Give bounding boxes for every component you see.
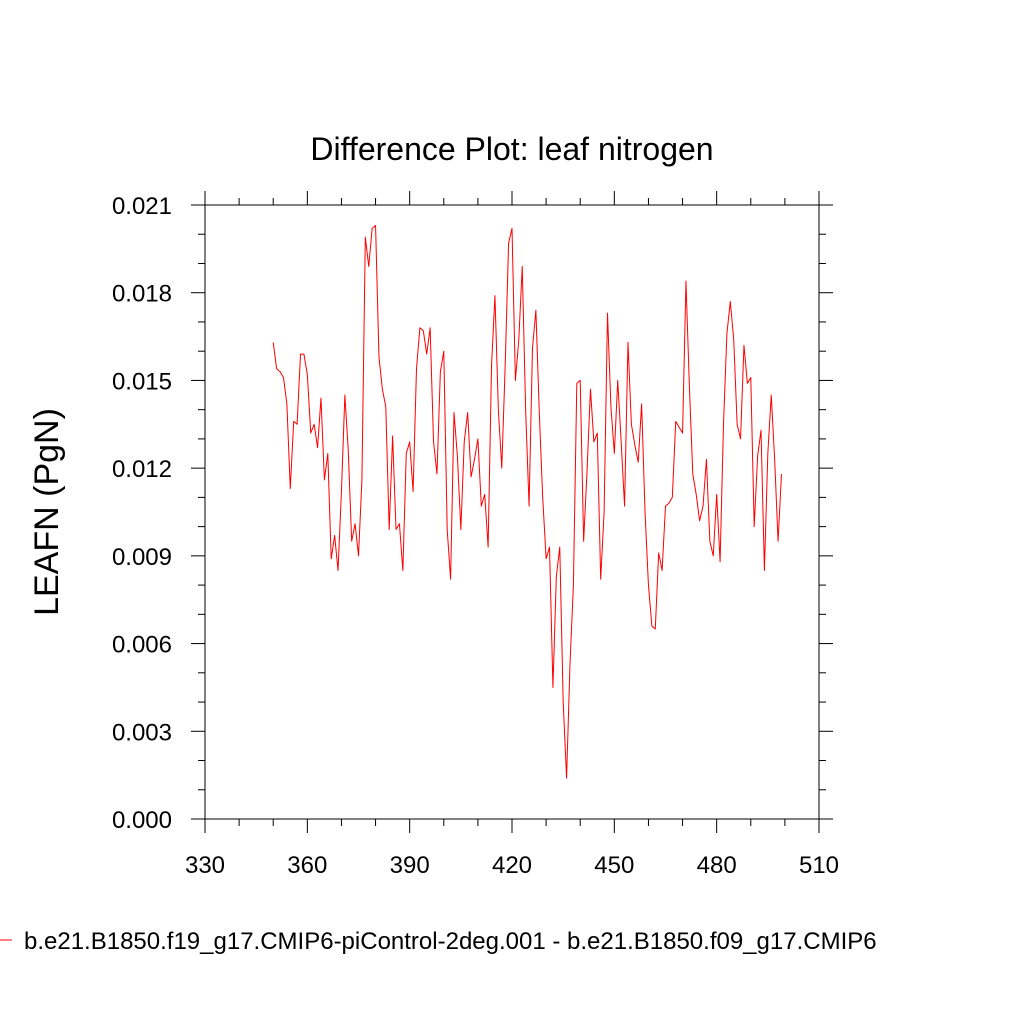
y-tick-label: 0.012 (112, 456, 172, 483)
axis-ticks (191, 191, 833, 833)
y-tick-label: 0.009 (112, 544, 172, 571)
plot-frame (204, 204, 820, 820)
y-tick-label: 0.015 (112, 368, 172, 395)
x-tick-label: 390 (390, 852, 430, 879)
series-layer (272, 224, 782, 779)
legend-label: b.e21.B1850.f19_g17.CMIP6-piControl-2deg… (24, 928, 877, 955)
y-tick-label: 0.021 (112, 193, 172, 220)
y-tick-label: 0.006 (112, 632, 172, 659)
tick-labels: 330 360 390 420 450 480 510 0.000 0.003 0.006 0.00… (112, 193, 839, 879)
x-tick-label: 420 (492, 852, 532, 879)
x-tick-label: 480 (697, 852, 737, 879)
y-tick-label: 0.000 (112, 807, 172, 834)
chart-title: Difference Plot: leaf nitrogen (310, 131, 713, 167)
x-tick-label: 510 (799, 852, 839, 879)
y-tick-label: 0.003 (112, 719, 172, 746)
x-tick-label: 330 (185, 852, 225, 879)
y-axis-label: LEAFN (PgN) (28, 408, 66, 616)
x-tick-label: 450 (594, 852, 634, 879)
series-line (272, 224, 782, 779)
x-tick-label: 360 (287, 852, 327, 879)
y-tick-label: 0.018 (112, 281, 172, 308)
